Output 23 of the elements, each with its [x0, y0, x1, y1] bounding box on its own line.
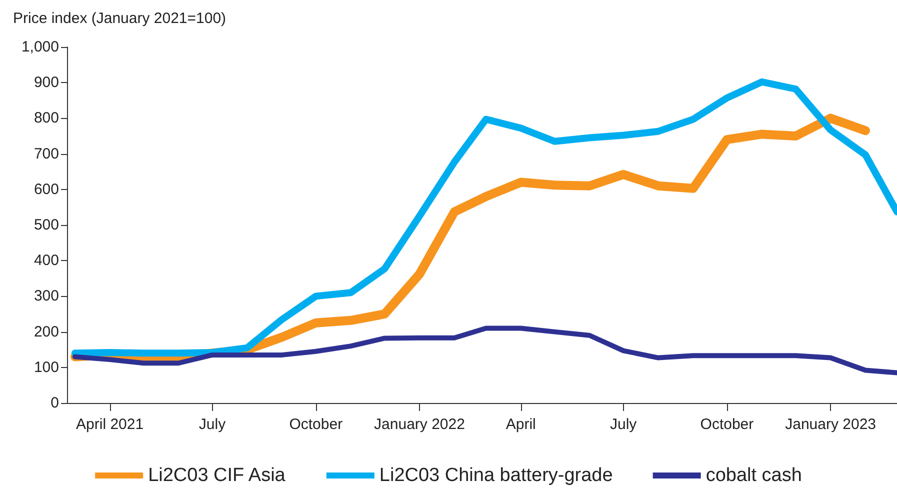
- y-tick-label: 900: [34, 74, 59, 92]
- y-tick-label: 500: [34, 216, 59, 234]
- y-tick-label: 800: [34, 110, 59, 127]
- y-tick-label: 300: [34, 288, 59, 305]
- x-tick-label: October: [700, 416, 754, 433]
- y-tick-label: 600: [34, 180, 59, 198]
- legend-label: cobalt cash: [706, 465, 802, 486]
- y-tick-label: 100: [34, 358, 59, 376]
- legend-label: Li2C03 China battery-grade: [379, 465, 613, 486]
- x-tick-label: October: [289, 416, 343, 433]
- y-tick-label: 1,000: [21, 38, 59, 56]
- x-tick-label: January 2023: [785, 416, 876, 433]
- x-tick-label: July: [198, 416, 226, 433]
- x-tick-label: April: [506, 416, 536, 433]
- y-tick-label: 0: [50, 394, 59, 412]
- x-tick-label: January 2022: [374, 416, 465, 433]
- y-tick-label: 200: [34, 323, 59, 340]
- x-tick-label: July: [610, 416, 638, 433]
- legend-label: Li2C03 CIF Asia: [148, 465, 286, 486]
- x-tick-label: April 2021: [76, 416, 144, 433]
- y-tick-label: 700: [34, 145, 59, 162]
- y-tick-label: 400: [34, 252, 59, 270]
- y-axis-title: Price index (January 2021=100): [13, 10, 226, 27]
